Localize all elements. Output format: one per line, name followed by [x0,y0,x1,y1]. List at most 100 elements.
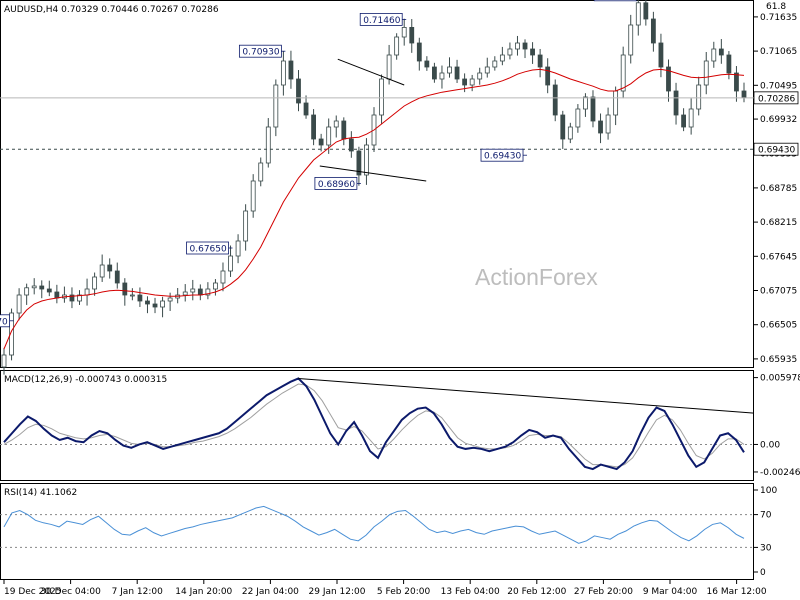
candlestick-series [1,0,747,375]
price-tag-box [593,0,637,2]
candle-body [620,54,626,92]
price-overlays: 0.70286 0.69430 [0,58,799,350]
candle-body [129,294,135,297]
macd-trendline [298,377,755,414]
candle-body [439,72,445,80]
candle-body [643,2,649,20]
price-tag-label: 0.69430 [484,152,521,162]
candle-body [54,291,60,299]
price-tick-label: 0.66505 [760,321,797,331]
candle-body [190,288,196,293]
candle-body [537,54,543,68]
candle-body [258,162,264,182]
x-tick-label: 13 Feb 04:00 [441,587,500,597]
candle-body [228,255,233,272]
candle-body [598,120,603,134]
price-tag-label: 0.68960 [318,180,355,190]
price-tick-label: 0.67645 [760,252,797,262]
candle-body [583,96,588,110]
candle-body [416,42,422,62]
candle-body [114,270,120,284]
rsi-tick-label: 70 [760,511,772,521]
candle-body [613,90,619,116]
candle-body [145,300,150,305]
candle-body [666,66,671,92]
candle-body [552,84,558,116]
macd-tick-label: 0.00 [760,440,780,450]
candle-body [9,312,14,356]
candle-body [681,114,686,128]
candle-body [1,354,7,368]
x-tick-label: 20 Feb 12:00 [507,587,566,597]
candle-body [31,285,37,289]
candle-body [401,26,407,38]
price-tick-label: 0.68785 [760,184,797,194]
candle-body [507,48,513,56]
rsi-y-axis: 100 70 30 0 [754,486,777,578]
candle-body [69,294,75,302]
candle-body [545,66,551,86]
candle-body [424,60,430,68]
candle-body [341,120,347,140]
candle-body [515,42,520,50]
x-tick-label: 29 Jan 12:00 [309,587,366,597]
price-tag-label: 0.71870 [597,0,634,1]
x-tick-label: 22 Jan 04:00 [242,587,299,597]
candle-body [99,264,105,278]
candle-body [386,54,392,80]
candle-body [213,282,218,290]
x-tick-label: 30 Dec 04:00 [40,587,101,597]
candle-body [220,270,226,284]
support-price-label: 0.69430 [758,146,795,156]
candle-body [711,48,717,62]
candle-body [454,66,460,80]
x-tick-label: 19 Dec 2025 [4,587,62,597]
candle-body [364,144,369,176]
top-right-label: 61.8 [766,2,786,12]
current-price-box [753,91,799,105]
current-price-label: 0.70286 [758,94,795,104]
candle-body [348,138,354,152]
candle-body [432,66,437,80]
candle-body [741,90,747,98]
macd-y-axis: 0.005978 0.00 -0.00246 [754,374,800,478]
candle-body [635,2,641,26]
x-tick-label: 27 Feb 20:00 [574,587,633,597]
price-tick-label: 0.71065 [760,47,797,57]
candle-body [718,48,724,56]
candle-body [24,287,30,296]
candle-body [182,291,188,296]
candle-body [250,180,256,212]
x-tick-label: 16 Mar 12:00 [707,587,767,597]
candle-body [484,66,490,74]
candle-body [356,150,362,176]
candle-body [703,60,709,86]
macd-tick-label: -0.00246 [760,468,800,478]
price-tag-label: 0.66670 [0,317,8,327]
candle-body [462,78,468,86]
candle-body [243,210,249,242]
candle-body [77,294,82,302]
candle-body [394,36,400,56]
support-price-box [753,142,799,156]
candle-body [409,26,415,44]
candle-body [303,102,309,116]
watermark: ActionForex [475,264,598,290]
candle-body [605,114,611,134]
rsi-tick-label: 0 [760,568,766,578]
candle-body [16,294,22,314]
price-trendline [319,165,427,182]
macd-tick-label: 0.005978 [760,374,800,384]
symbol-header: AUDUSD,H4 0.70329 0.70446 0.70267 0.7028… [4,5,219,15]
macd-series [0,377,755,471]
x-tick-label: 7 Jan 12:00 [112,587,164,597]
candle-body [379,78,384,116]
candle-body [152,303,158,308]
price-y-axis: 0.716350.710650.704950.699320.693550.687… [754,13,797,365]
candle-body [734,72,739,92]
macd-title: MACD(12,26,9) -0.000743 0.000315 [4,375,167,385]
candle-body [280,60,286,86]
candle-body [673,90,679,116]
candle-body [273,84,279,128]
